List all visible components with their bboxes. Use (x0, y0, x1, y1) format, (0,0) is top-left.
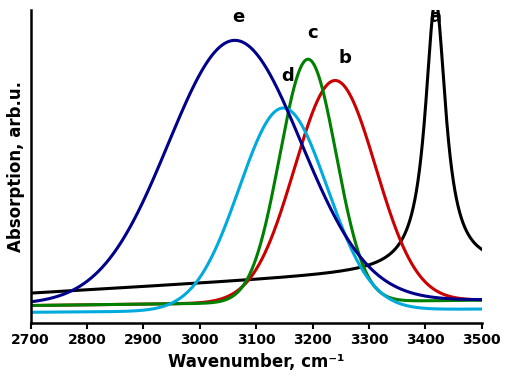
Y-axis label: Absorption, arb.u.: Absorption, arb.u. (7, 81, 25, 252)
Text: e: e (232, 8, 244, 26)
Text: a: a (429, 8, 441, 26)
Text: d: d (281, 68, 294, 85)
Text: c: c (307, 24, 318, 42)
Text: b: b (339, 49, 352, 67)
X-axis label: Wavenumber, cm⁻¹: Wavenumber, cm⁻¹ (168, 353, 344, 371)
